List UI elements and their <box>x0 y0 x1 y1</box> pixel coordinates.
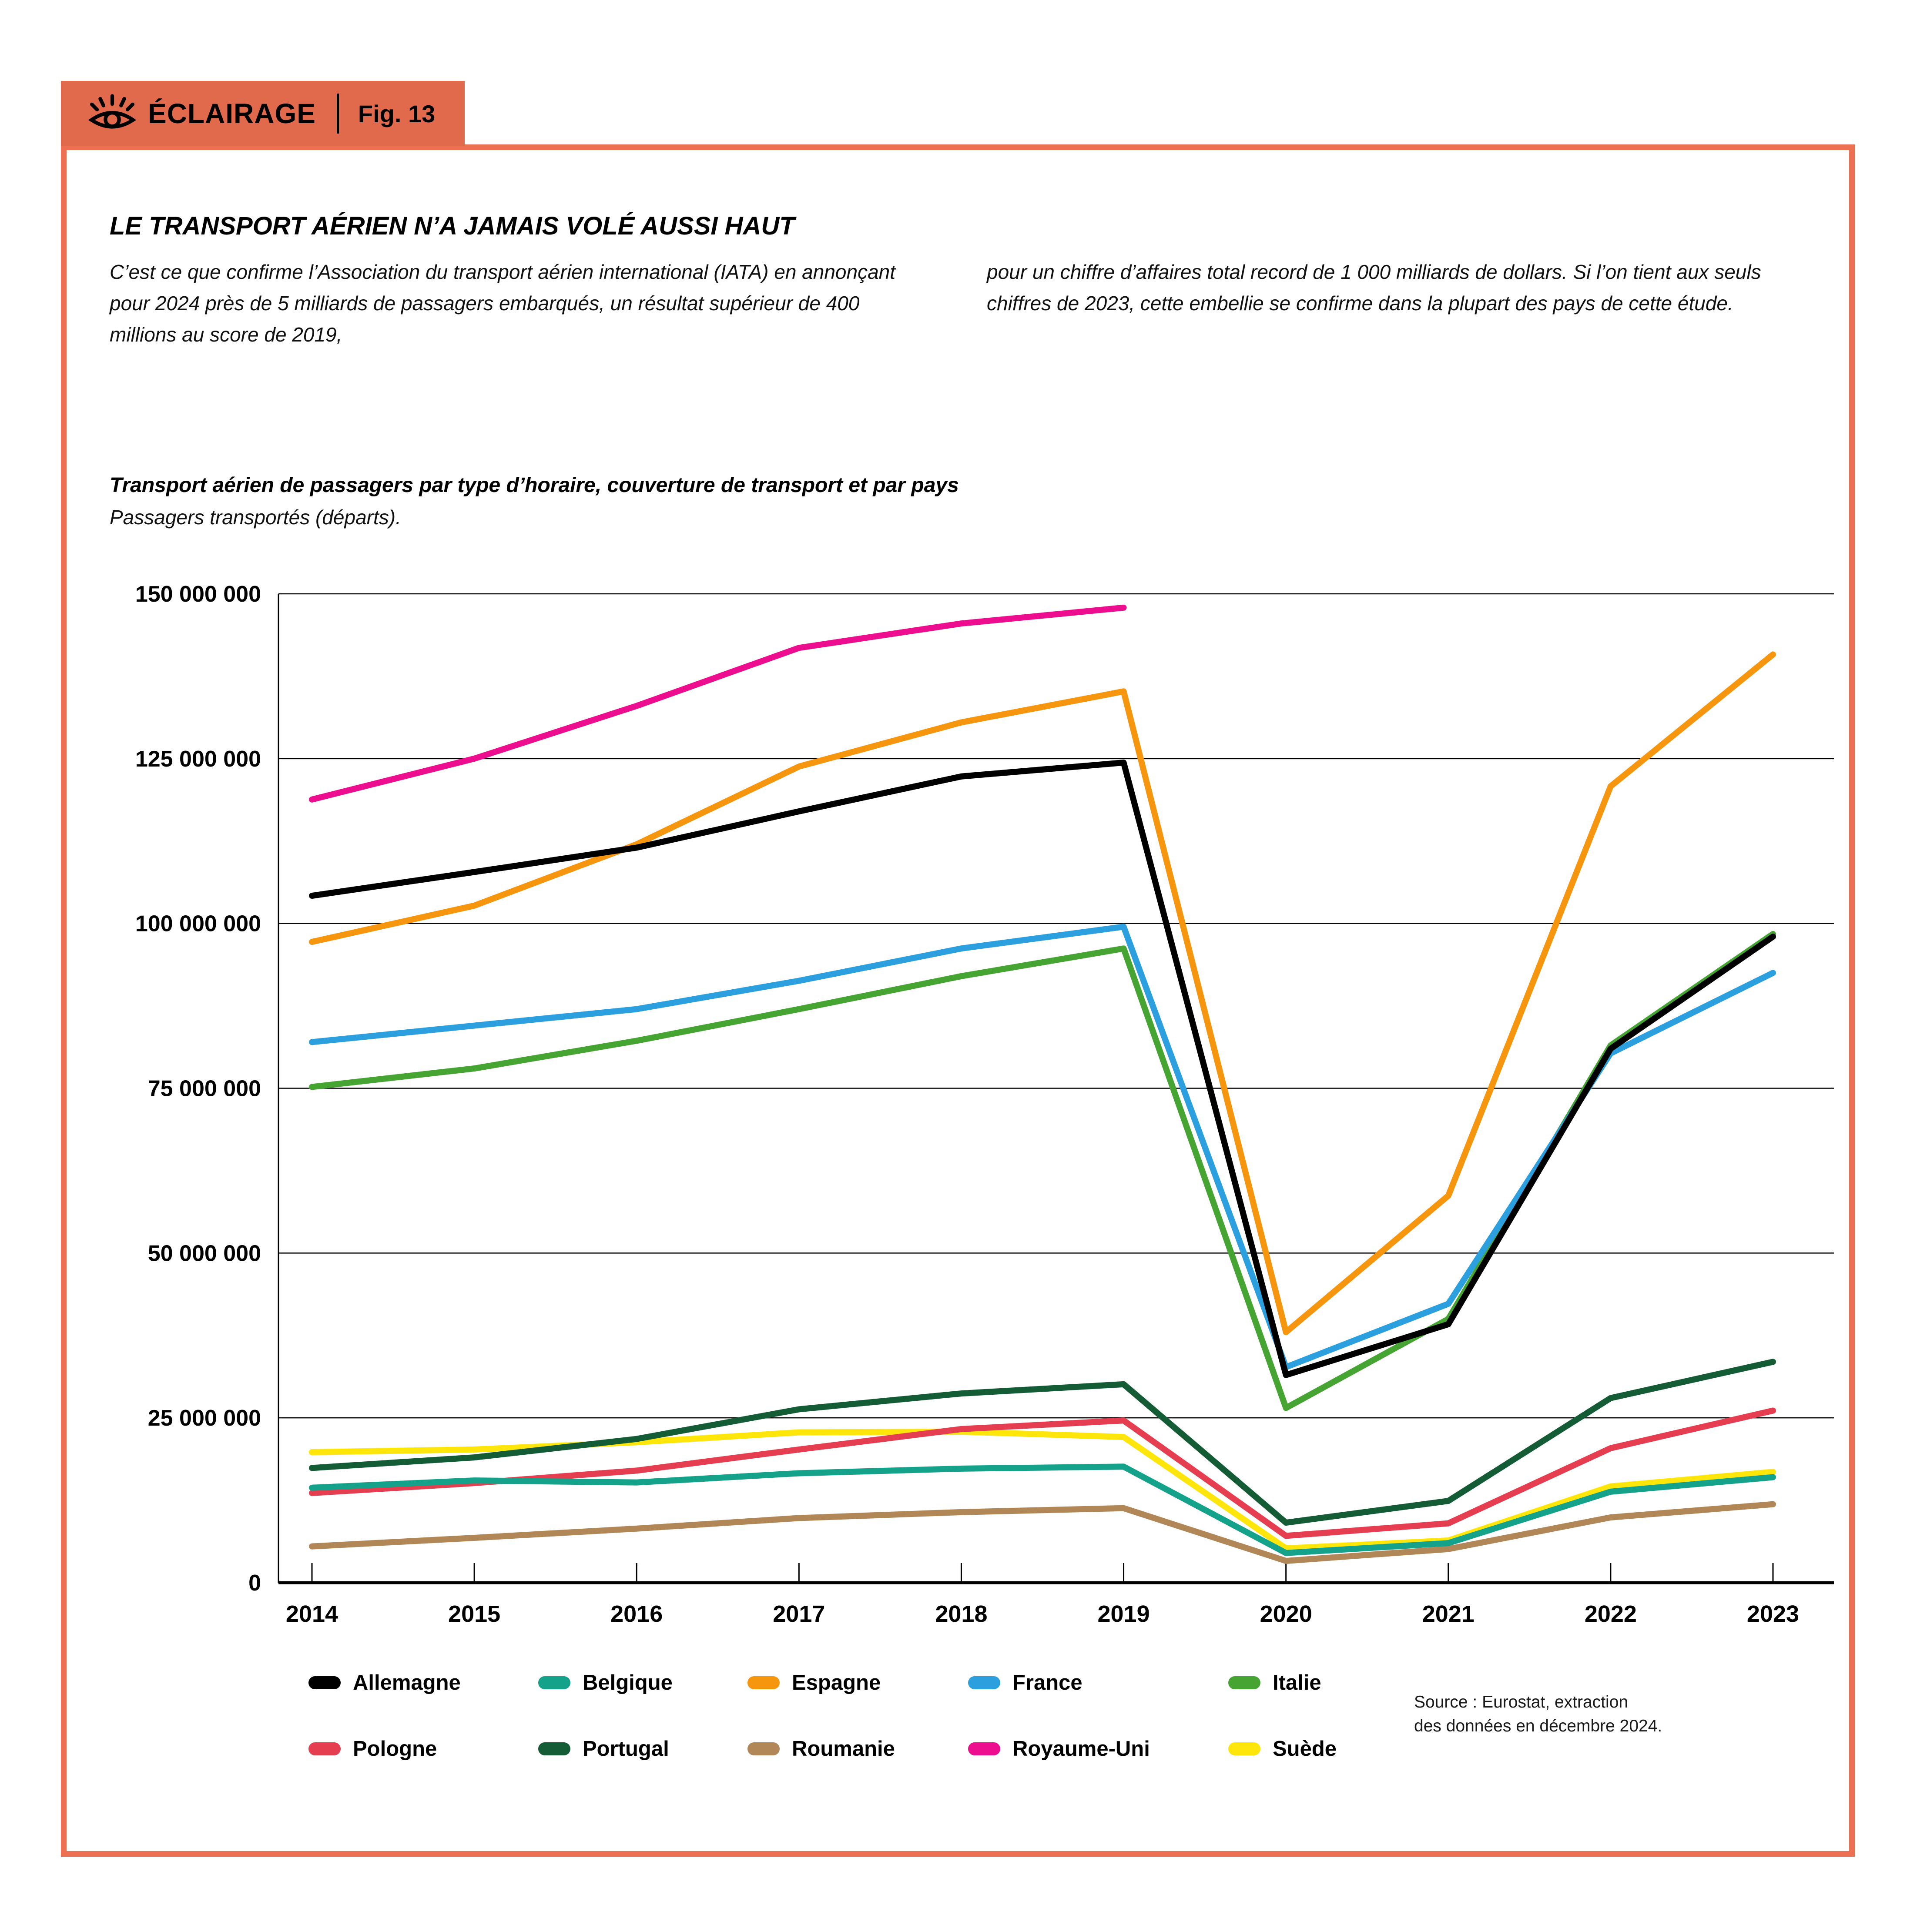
source-line-2: des données en décembre 2024. <box>1414 1716 1662 1735</box>
y-axis-tick-label: 0 <box>248 1570 261 1596</box>
line-series-Pologne <box>309 1407 1776 1539</box>
figure-border-frame <box>61 144 1855 1857</box>
x-axis-tick-label: 2022 <box>1585 1601 1637 1627</box>
page-title: LE TRANSPORT AÉRIEN N’A JAMAIS VOLÉ AUSS… <box>110 212 795 240</box>
line-series-Royaume-Uni <box>309 604 1127 803</box>
line-series-Roumanie <box>309 1501 1776 1564</box>
eye-icon <box>88 94 137 129</box>
source-line-1: Source : Eurostat, extraction <box>1414 1693 1629 1711</box>
line-series-France <box>309 924 1776 1370</box>
figure-number: Fig. 13 <box>358 100 436 127</box>
line-series-Allemagne <box>309 759 1776 1378</box>
chart-title: Transport aérien de passagers par type d… <box>110 474 959 497</box>
line-series-Italie <box>309 931 1776 1411</box>
x-axis-tick-label: 2019 <box>1097 1601 1149 1627</box>
x-axis-tick-label: 2018 <box>935 1601 987 1627</box>
x-axis-tick-label: 2016 <box>610 1601 663 1627</box>
y-axis-tick-label: 125 000 000 <box>135 747 261 772</box>
line-series-Belgique <box>309 1463 1776 1556</box>
intro-paragraph-right: pour un chiffre d’affaires total record … <box>987 261 1761 315</box>
y-axis-tick-label: 150 000 000 <box>135 582 261 607</box>
chart-subtitle: Passagers transportés (départs). <box>110 506 401 529</box>
line-series-Portugal <box>309 1359 1776 1526</box>
x-axis-tick-label: 2014 <box>286 1601 338 1627</box>
x-axis-tick-label: 2017 <box>773 1601 825 1627</box>
x-axis-tick-label: 2015 <box>448 1601 500 1627</box>
x-axis-tick-label: 2021 <box>1422 1601 1475 1627</box>
y-axis-tick-label: 50 000 000 <box>148 1241 261 1266</box>
y-axis-tick-label: 25 000 000 <box>148 1406 261 1431</box>
y-axis-tick-label: 100 000 000 <box>135 911 261 937</box>
eclairage-badge: ÉCLAIRAGE Fig. 13 <box>61 81 465 146</box>
intro-paragraph-left: C’est ce que confirme l’Association du t… <box>110 261 896 346</box>
badge-label: ÉCLAIRAGE <box>148 98 316 129</box>
x-axis-tick-label: 2023 <box>1747 1601 1799 1627</box>
source-note: Source : Eurostat, extraction des donnée… <box>1414 1691 1793 1738</box>
y-axis-tick-label: 75 000 000 <box>148 1076 261 1102</box>
x-axis-tick-label: 2020 <box>1260 1601 1312 1627</box>
line-series-Espagne <box>309 651 1776 1336</box>
badge-divider <box>336 94 339 134</box>
